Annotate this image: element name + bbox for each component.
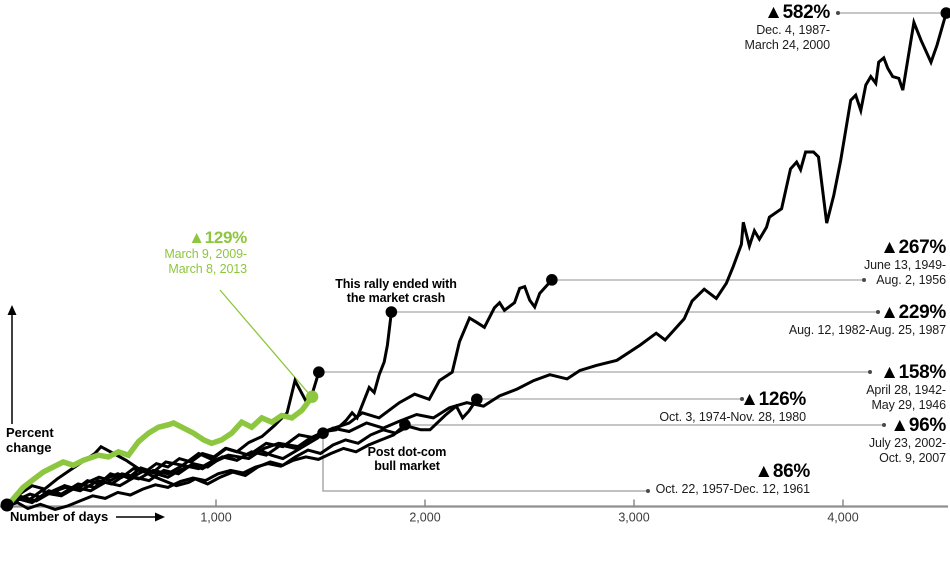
gain-label: ▲582% — [764, 2, 830, 23]
gain-label: ▲96% — [890, 415, 946, 436]
annotation-1949-1956: ▲267% June 13, 1949- Aug. 2, 1956 — [864, 237, 946, 288]
series-endpoint-dot-582 — [940, 7, 950, 19]
gain-label: ▲229% — [880, 302, 946, 323]
chart-layer: 1,000 2,000 3,000 4,000 — [0, 7, 950, 525]
date-range: Oct. 9, 2007 — [879, 451, 946, 465]
leader-terminus-dot — [868, 370, 872, 374]
date-range: March 24, 2000 — [744, 38, 831, 52]
gain-label: ▲129% — [188, 228, 247, 247]
series-line-229 — [6, 311, 393, 508]
date-range: Aug. 12, 1982-Aug. 25, 1987 — [788, 323, 946, 337]
annotation-2009-2013-highlight: ▲129% March 9, 2009- March 8, 2013 — [164, 228, 247, 277]
leader-terminus-dot — [740, 397, 744, 401]
series-endpoint-dot-96 — [399, 418, 411, 431]
callout-line: bull market — [374, 458, 440, 473]
date-range: March 9, 2009- — [164, 247, 247, 261]
x-tick-label: 2,000 — [409, 511, 440, 525]
series-endpoint-dot-267 — [546, 274, 558, 286]
annotation-1942-1946: ▲158% April 28, 1942- May 29, 1946 — [866, 362, 946, 413]
series-endpoint-dot-129 — [305, 390, 319, 403]
annotation-1974-1980: ▲126% Oct. 3, 1974-Nov. 28, 1980 — [659, 389, 806, 425]
callout-market-crash: This rally ended with the market crash — [322, 277, 470, 305]
date-range: Oct. 3, 1974-Nov. 28, 1980 — [659, 410, 806, 424]
series-endpoint-dot-86 — [317, 427, 329, 439]
x-axis-title: Number of days — [10, 509, 109, 524]
annotation-1957-1961: ▲86% Oct. 22, 1957-Dec. 12, 1961 — [655, 461, 811, 497]
date-range: July 23, 2002- — [868, 436, 946, 450]
callout-line: the market crash — [346, 290, 446, 305]
x-tick-label: 4,000 — [827, 511, 858, 525]
annotation-1987-2000: ▲582% Dec. 4, 1987- March 24, 2000 — [744, 2, 831, 53]
leader-terminus-dot — [882, 423, 886, 427]
series-endpoint-dot-229 — [385, 306, 398, 318]
date-range: March 8, 2013 — [168, 262, 247, 276]
annotation-1982-1987: ▲229% Aug. 12, 1982-Aug. 25, 1987 — [789, 302, 946, 338]
series-line-96 — [6, 423, 406, 511]
callout-post-dotcom: Post dot-com bull market — [343, 445, 471, 473]
gain-label: ▲158% — [880, 362, 946, 383]
x-tick-label: 3,000 — [618, 511, 649, 525]
y-axis-arrow — [7, 305, 17, 424]
gain-label: ▲126% — [740, 389, 806, 410]
date-range: April 28, 1942- — [866, 383, 946, 397]
leader-line — [219, 289, 311, 396]
date-range: Aug. 2, 1956 — [876, 273, 946, 287]
series-endpoint-dot-158 — [313, 366, 325, 378]
gain-label: ▲86% — [754, 461, 810, 482]
callout-line: This rally ended with — [335, 277, 457, 291]
series-line-582 — [6, 12, 948, 508]
leader-terminus-dot — [862, 278, 866, 282]
callout-line: Post dot-com — [367, 445, 447, 459]
x-axis-arrow — [116, 512, 165, 522]
series-endpoint-dot-126 — [471, 393, 483, 406]
leader-terminus-dot — [646, 489, 650, 493]
leader-terminus-dot — [876, 310, 880, 314]
date-range: Oct. 22, 1957-Dec. 12, 1961 — [655, 482, 810, 496]
date-range: Dec. 4, 1987- — [756, 23, 830, 37]
gain-label: ▲267% — [880, 237, 946, 258]
leader-terminus-dot — [836, 11, 840, 15]
date-range: May 29, 1946 — [871, 398, 946, 412]
annotation-2002-2007: ▲96% July 23, 2002- Oct. 9, 2007 — [869, 415, 946, 466]
date-range: June 13, 1949- — [864, 258, 946, 272]
y-axis-title: Percent change — [6, 425, 54, 455]
series-line-129 — [4, 395, 315, 508]
series-line-86 — [6, 432, 324, 508]
x-tick-label: 1,000 — [200, 511, 231, 525]
origin-dot — [0, 498, 14, 512]
